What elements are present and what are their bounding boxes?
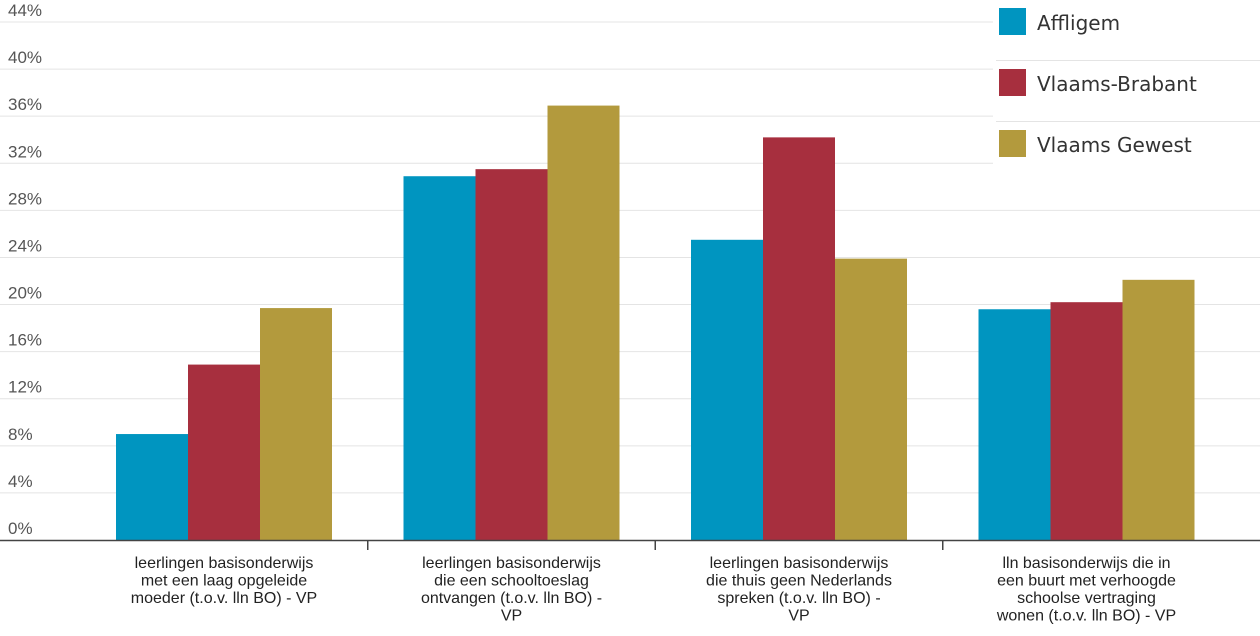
x-tick-label-line: lln basisonderwijs die in [1002,555,1170,572]
x-tick-label: leerlingen basisonderwijs die thuis geen … [706,555,892,625]
legend-swatch [999,130,1026,157]
legend-label: Vlaams Gewest [1037,133,1192,157]
y-axis: 0% 4% 8% 12% 16% 20% 24% 28% 32% 36% 40% 44% [8,1,42,538]
bar [475,169,548,540]
y-tick-label: 0% [8,519,33,538]
legend-label: Vlaams-Brabant [1037,72,1197,96]
bar [188,364,260,540]
legend-swatch [999,8,1026,35]
x-tick-label-line: ontvangen (t.o.v. lln BO) - [421,590,602,607]
y-tick-label: 40% [8,48,42,67]
x-tick-label: lln basisonderwijs die in een buurt met v… [996,555,1176,625]
bar [116,434,188,540]
x-tick-label-line: schoolse vertraging [1017,590,1156,607]
legend-swatch [999,69,1026,96]
x-tick-label-line: leerlingen basisonderwijs [422,555,601,572]
bar [547,105,620,540]
x-axis: leerlingen basisonderwijs met een laag op… [131,540,1176,625]
x-tick-label-line: een buurt met verhoogde [997,573,1176,590]
bar [1122,279,1195,540]
bar [403,176,476,541]
x-tick-label-line: die een schooltoeslag [434,573,589,590]
x-tick-label-line: leerlingen basisonderwijs [135,555,314,572]
y-tick-label: 24% [8,236,42,255]
y-tick-label: 44% [8,1,42,20]
y-tick-label: 36% [8,95,42,114]
y-tick-label: 4% [8,472,33,491]
x-tick-label-line: spreken (t.o.v. lln BO) - [717,590,880,607]
y-tick-label: 32% [8,142,42,161]
legend-label: Affligem [1037,11,1120,35]
x-tick-label-line: met een laag opgeleide [141,573,307,590]
x-tick-label-line: leerlingen basisonderwijs [710,555,889,572]
x-tick-label-line: moeder (t.o.v. lln BO) - VP [131,590,317,607]
bars [116,105,1195,541]
legend: Affligem Vlaams-Brabant Vlaams Gewest [993,0,1260,172]
y-tick-label: 16% [8,331,42,350]
x-tick-label-line: wonen (t.o.v. lln BO) - VP [996,608,1176,625]
bar [691,239,763,540]
bar [978,309,1051,540]
y-tick-label: 8% [8,425,33,444]
y-tick-label: 28% [8,189,42,208]
x-tick-label-line: VP [788,608,809,625]
bar [1050,302,1123,540]
legend-background [993,0,1260,172]
y-tick-label: 20% [8,284,42,303]
x-tick-label: leerlingen basisonderwijs die een schoolt… [421,555,602,625]
bar [763,137,835,540]
bar [260,308,332,540]
x-tick-label-line: die thuis geen Nederlands [706,573,892,590]
x-tick-label-line: VP [501,608,522,625]
x-tick-label: leerlingen basisonderwijs met een laag op… [131,555,317,607]
bar [835,258,907,540]
y-tick-label: 12% [8,378,42,397]
